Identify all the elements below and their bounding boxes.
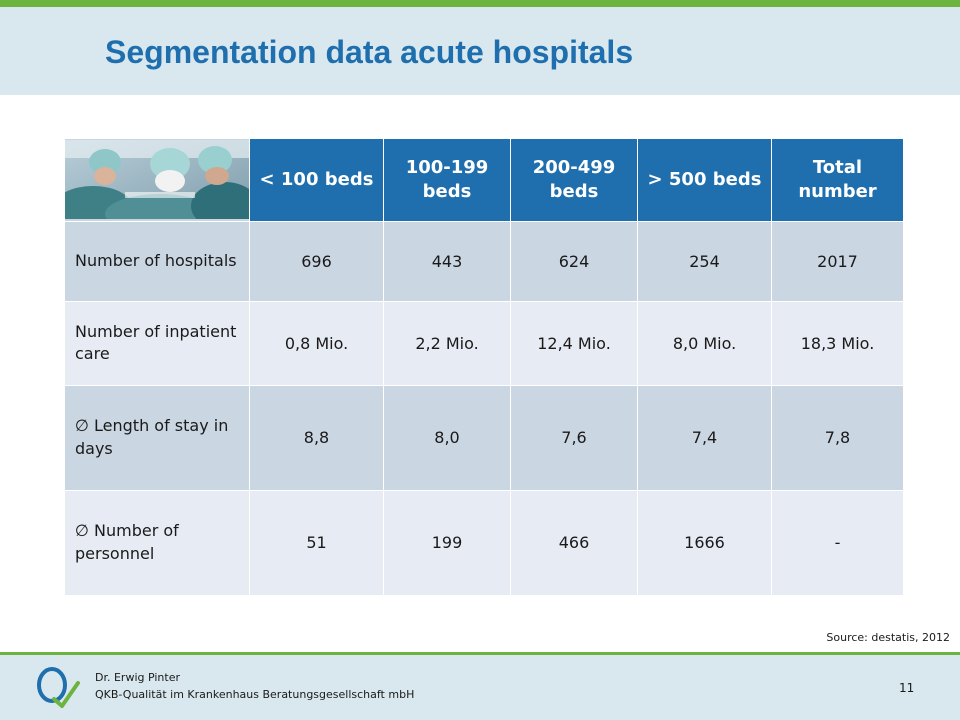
top-accent-bar bbox=[0, 0, 960, 7]
table-cell: 2017 bbox=[771, 221, 904, 302]
table-cell: 254 bbox=[637, 221, 772, 302]
table-header-row: < 100 beds 100-199 beds 200-499 beds > 5… bbox=[65, 139, 904, 222]
table-cell: 466 bbox=[510, 490, 638, 596]
table-cell: 8,0 Mio. bbox=[637, 301, 772, 386]
footer-accent-line bbox=[0, 652, 960, 655]
table-cell: 7,4 bbox=[637, 385, 772, 491]
table-cell: 624 bbox=[510, 221, 638, 302]
table-cell: 696 bbox=[249, 221, 384, 302]
table-cell: 7,6 bbox=[510, 385, 638, 491]
table-row: Number of hospitals 696 443 624 254 2017 bbox=[65, 221, 904, 302]
table-row: ∅ Number of personnel 51 199 466 1666 - bbox=[65, 490, 904, 596]
table-cell: 1666 bbox=[637, 490, 772, 596]
footer-author: Dr. Erwig Pinter bbox=[95, 671, 181, 684]
table-cell: - bbox=[771, 490, 904, 596]
title-band bbox=[0, 7, 960, 95]
table-cell: 12,4 Mio. bbox=[510, 301, 638, 386]
table-cell: 8,8 bbox=[249, 385, 384, 491]
segmentation-table: < 100 beds 100-199 beds 200-499 beds > 5… bbox=[65, 139, 904, 596]
column-header: Total number bbox=[771, 139, 904, 222]
row-label: Number of hospitals bbox=[65, 221, 250, 302]
column-header: > 500 beds bbox=[637, 139, 772, 222]
column-header: 200-499 beds bbox=[510, 139, 638, 222]
table-row: Number of inpatient care 0,8 Mio. 2,2 Mi… bbox=[65, 301, 904, 386]
table-cell: 199 bbox=[383, 490, 511, 596]
page-title: Segmentation data acute hospitals bbox=[105, 34, 634, 70]
q-check-logo bbox=[37, 667, 80, 708]
table-cell: 7,8 bbox=[771, 385, 904, 491]
table-cell: 18,3 Mio. bbox=[771, 301, 904, 386]
row-label: Number of inpatient care bbox=[65, 301, 250, 386]
page-number: 11 bbox=[899, 681, 915, 695]
footer-band bbox=[0, 655, 960, 720]
column-header: 100-199 beds bbox=[383, 139, 511, 222]
table-cell: 8,0 bbox=[383, 385, 511, 491]
header-photo-cell bbox=[65, 139, 250, 222]
row-label: ∅ Length of stay in days bbox=[65, 385, 250, 491]
row-label: ∅ Number of personnel bbox=[65, 490, 250, 596]
table-cell: 0,8 Mio. bbox=[249, 301, 384, 386]
footer-company: QKB-Qualität im Krankenhaus Beratungsges… bbox=[95, 688, 415, 701]
table-row: ∅ Length of stay in days 8,8 8,0 7,6 7,4… bbox=[65, 385, 904, 491]
table-cell: 51 bbox=[249, 490, 384, 596]
source-note: Source: destatis, 2012 bbox=[826, 631, 950, 644]
column-header: < 100 beds bbox=[249, 139, 384, 222]
surgeons-photo bbox=[65, 140, 249, 220]
table-cell: 2,2 Mio. bbox=[383, 301, 511, 386]
table-cell: 443 bbox=[383, 221, 511, 302]
